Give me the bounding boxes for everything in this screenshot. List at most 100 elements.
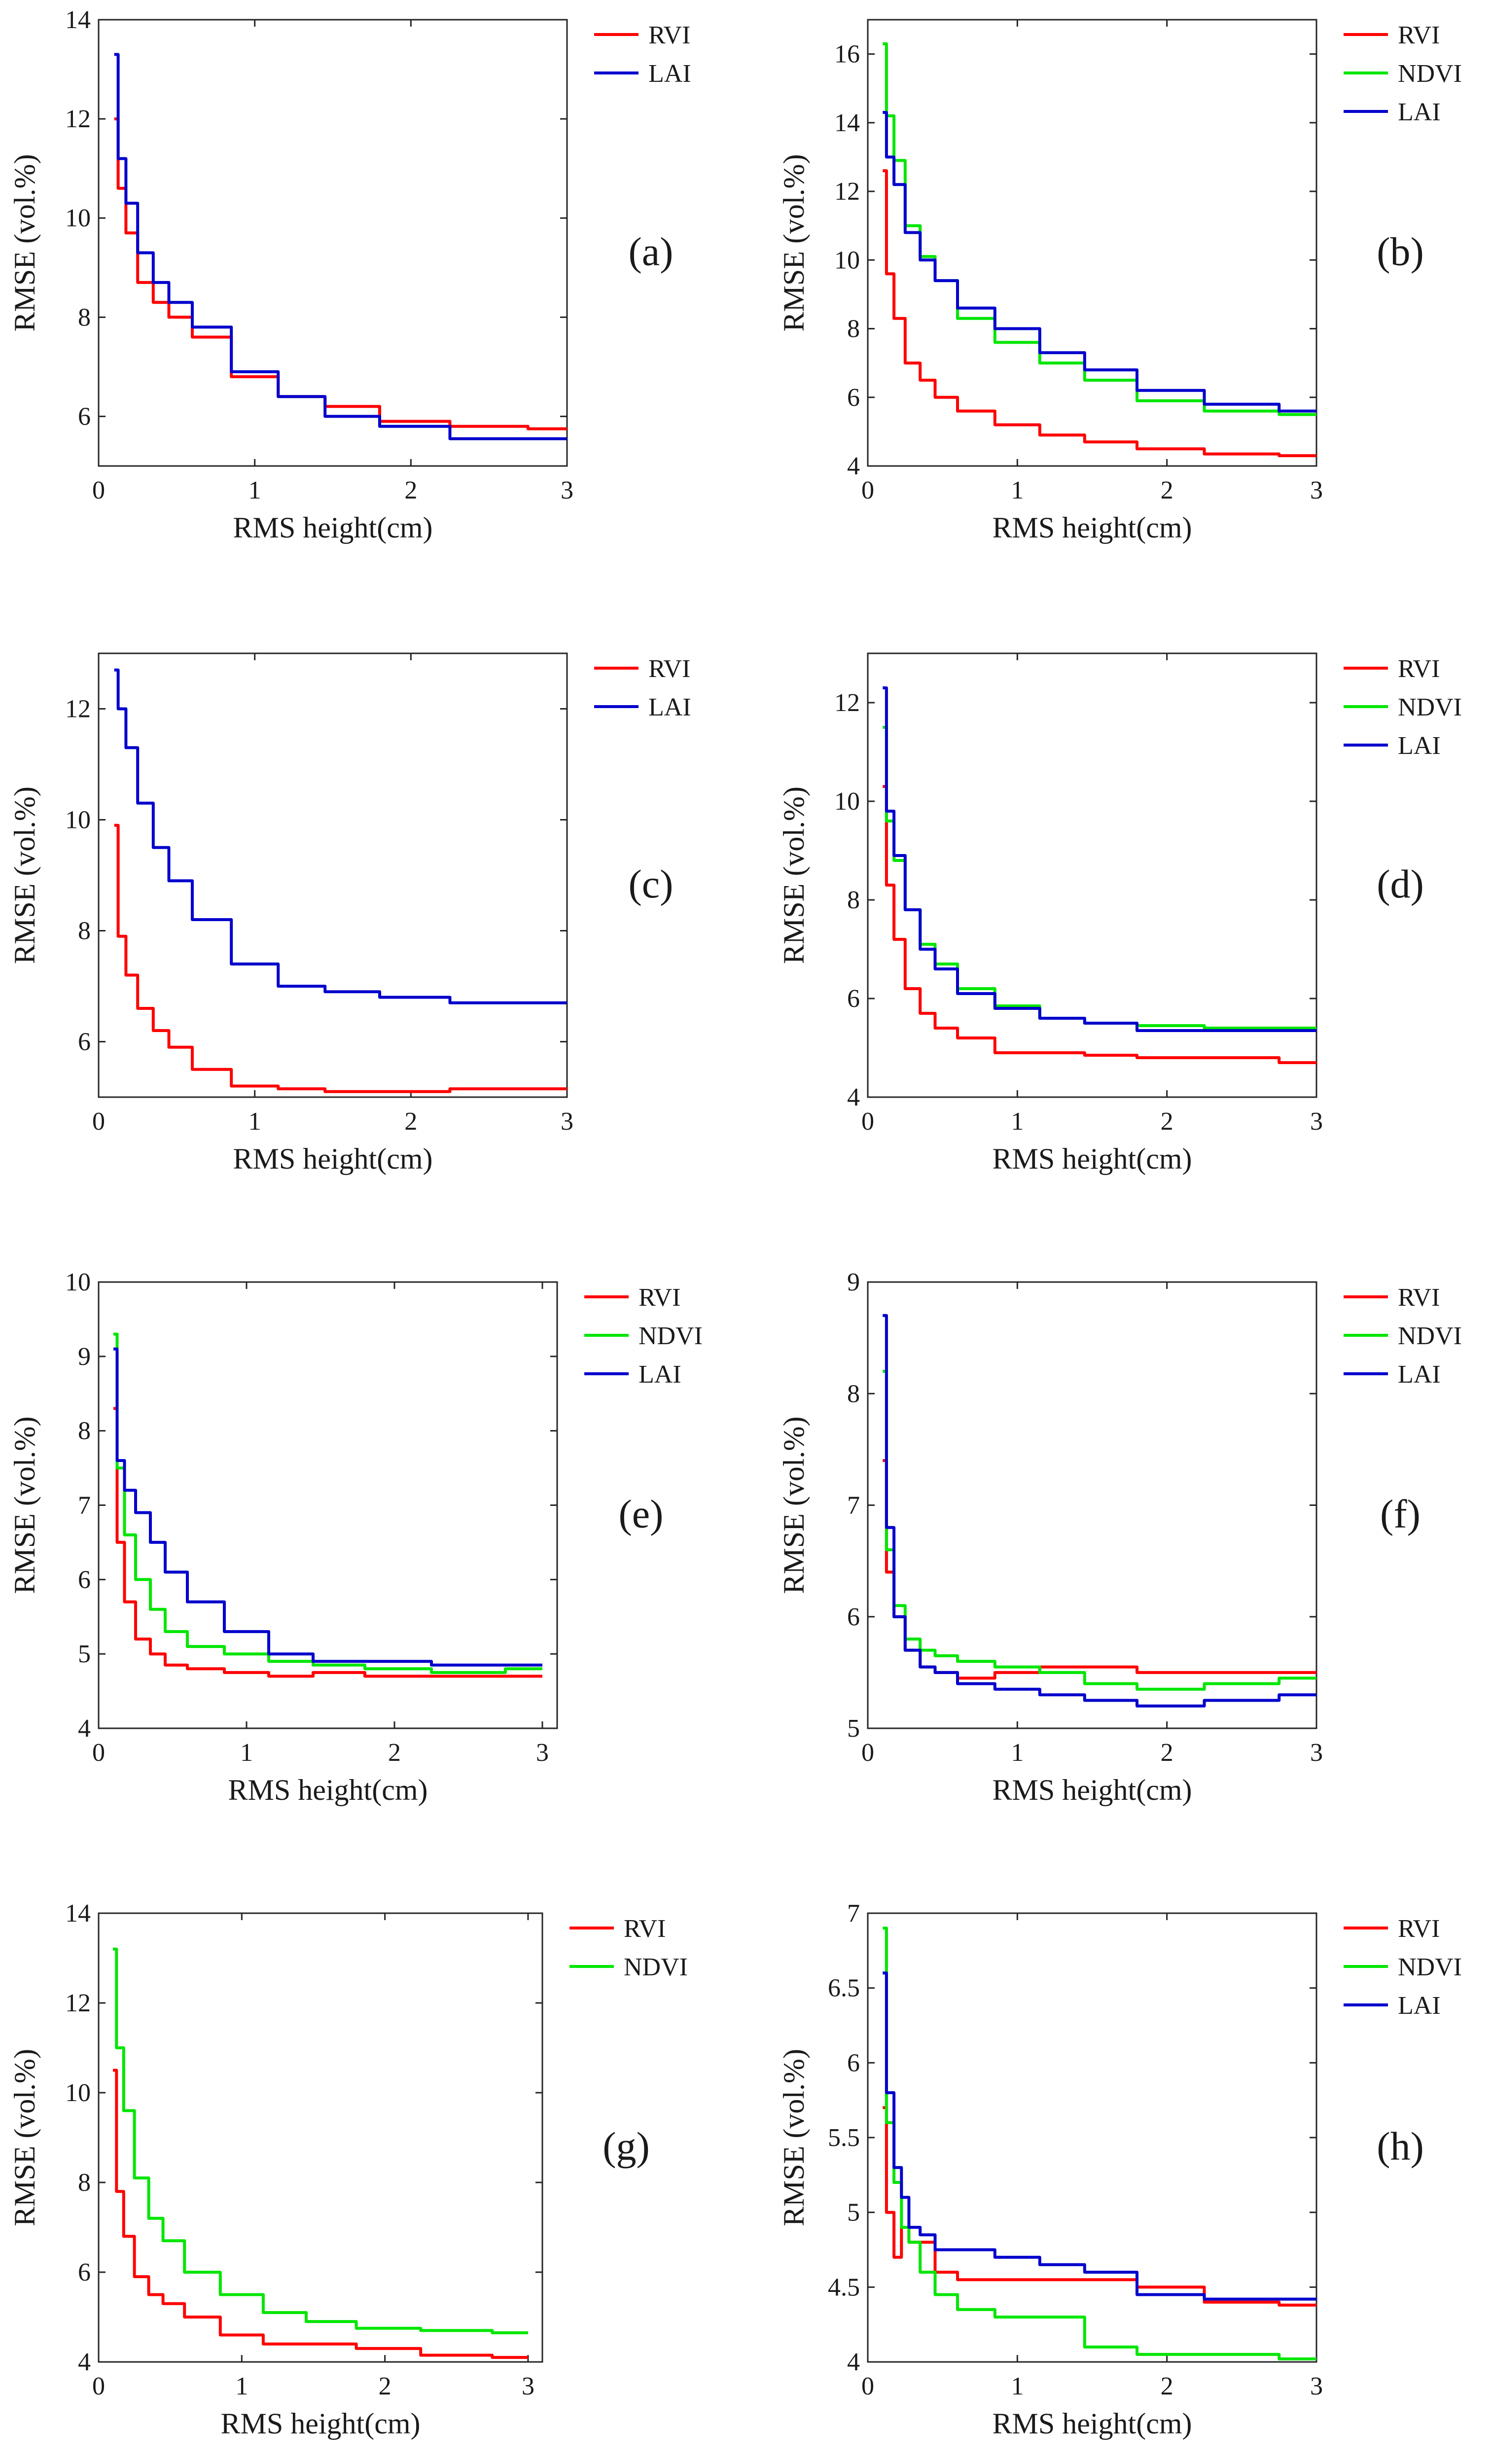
y-tick-label: 4 (847, 1083, 860, 1111)
series-line-rvi (114, 117, 567, 430)
x-tick-label: 0 (92, 476, 105, 504)
panel-label: (a) (628, 229, 673, 274)
y-tick-label: 12 (65, 105, 91, 133)
axes-box (98, 19, 568, 467)
x-tick-label: 2 (388, 1739, 401, 1767)
x-axis-title: RMS height(cm) (993, 1143, 1192, 1175)
legend-label-rvi: RVI (648, 655, 690, 683)
x-tick-label: 1 (1011, 1739, 1024, 1767)
legend-label-rvi: RVI (1398, 655, 1440, 683)
axes-box (98, 1912, 543, 2363)
y-axis-title: RMSE (vol.%) (8, 2049, 41, 2226)
x-tick-label: 3 (561, 476, 573, 504)
panel-label: (d) (1377, 861, 1424, 906)
y-tick-label: 9 (847, 1268, 860, 1296)
axes-box (98, 652, 568, 1098)
legend-label-lai: LAI (648, 693, 691, 721)
y-tick-label: 4 (78, 2348, 91, 2376)
y-axis-title: RMSE (vol.%) (8, 786, 41, 964)
x-tick-label: 0 (92, 1739, 105, 1767)
legend-label-rvi: RVI (1398, 1284, 1440, 1312)
legend-label-ndvi: NDVI (639, 1322, 703, 1350)
y-tick-label: 6 (847, 1603, 860, 1631)
x-axis-title: RMS height(cm) (233, 511, 433, 544)
y-tick-label: 12 (834, 178, 860, 206)
panel-label: (h) (1377, 2124, 1424, 2169)
x-tick-label: 2 (1161, 1739, 1173, 1767)
panel-label: (e) (618, 1492, 663, 1536)
series-line-lai (883, 1314, 1316, 1708)
y-axis-title: RMSE (vol.%) (778, 1417, 810, 1594)
x-tick-label: 1 (235, 2372, 248, 2400)
x-tick-label: 1 (1011, 476, 1024, 504)
legend-label-lai: LAI (639, 1360, 681, 1389)
series-line-lai (114, 53, 567, 440)
y-tick-label: 12 (65, 695, 91, 723)
y-tick-label: 4.5 (828, 2273, 860, 2301)
y-tick-label: 6 (78, 1028, 91, 1056)
x-axis-title: RMS height(cm) (221, 2407, 421, 2440)
series-line-ndvi (883, 1927, 1316, 2360)
panel-label: (g) (603, 2124, 650, 2169)
x-axis-title: RMS height(cm) (993, 511, 1192, 544)
y-tick-label: 10 (65, 806, 91, 834)
series-line-rvi (883, 785, 1316, 1064)
y-tick-label: 6 (847, 2049, 860, 2077)
y-axis-title: RMSE (vol.%) (778, 786, 810, 964)
x-tick-label: 2 (1161, 476, 1173, 504)
y-tick-label: 8 (78, 2169, 91, 2197)
y-tick-label: 8 (78, 917, 91, 945)
legend-label-rvi: RVI (639, 1284, 680, 1312)
y-axis-title: RMSE (vol.%) (778, 154, 810, 332)
legend-label-ndvi: NDVI (1398, 60, 1462, 88)
x-tick-label: 3 (1310, 2372, 1323, 2400)
x-tick-label: 3 (1310, 1107, 1323, 1136)
series-line-ndvi (113, 1332, 542, 1674)
series-line-ndvi (113, 1947, 528, 2334)
y-tick-label: 5 (78, 1640, 91, 1668)
y-tick-label: 14 (65, 1899, 91, 1928)
series-line-lai (883, 111, 1316, 413)
legend-label-ndvi: NDVI (1398, 693, 1462, 721)
x-tick-label: 0 (861, 2372, 874, 2400)
series-line-rvi (883, 1459, 1316, 1680)
x-axis-title: RMS height(cm) (228, 1774, 428, 1806)
panel-label: (f) (1380, 1492, 1421, 1536)
series-line-lai (113, 1347, 542, 1667)
y-tick-label: 6 (78, 1566, 91, 1594)
y-tick-label: 8 (847, 315, 860, 343)
y-tick-label: 16 (834, 40, 860, 69)
x-tick-label: 2 (1161, 1107, 1173, 1136)
x-tick-label: 2 (1161, 2372, 1173, 2400)
legend-label-lai: LAI (1398, 732, 1441, 760)
x-tick-label: 3 (522, 2372, 534, 2400)
panel-label: (b) (1377, 229, 1424, 274)
y-tick-label: 5 (847, 1714, 860, 1743)
y-axis-title: RMSE (vol.%) (8, 154, 41, 332)
series-line-ndvi (883, 726, 1316, 1030)
y-tick-label: 12 (834, 689, 860, 717)
legend-label-ndvi: NDVI (624, 1953, 688, 1981)
panel-e: 4 5 6 7 8 9 10 0 1 2 3 RMS height(cm) RMSE (vol.%) RV… (8, 1268, 703, 1806)
y-tick-label: 5 (847, 2199, 860, 2227)
series-line-rvi (883, 169, 1316, 458)
legend-label-lai: LAI (1398, 1992, 1441, 2020)
y-tick-label: 9 (78, 1343, 91, 1371)
legend-label-ndvi: NDVI (1398, 1953, 1462, 1981)
x-tick-label: 1 (1011, 2372, 1024, 2400)
series-line-rvi (113, 1407, 542, 1678)
legend-label-ndvi: NDVI (1398, 1322, 1462, 1350)
y-tick-label: 6 (78, 402, 91, 430)
x-tick-label: 3 (561, 1107, 573, 1136)
axes-box (867, 1281, 1317, 1729)
y-tick-label: 10 (834, 787, 860, 816)
x-tick-label: 2 (379, 2372, 391, 2400)
y-tick-label: 6.5 (828, 1974, 860, 2002)
y-axis-title: RMSE (vol.%) (8, 1417, 41, 1594)
y-tick-label: 4 (847, 452, 860, 480)
